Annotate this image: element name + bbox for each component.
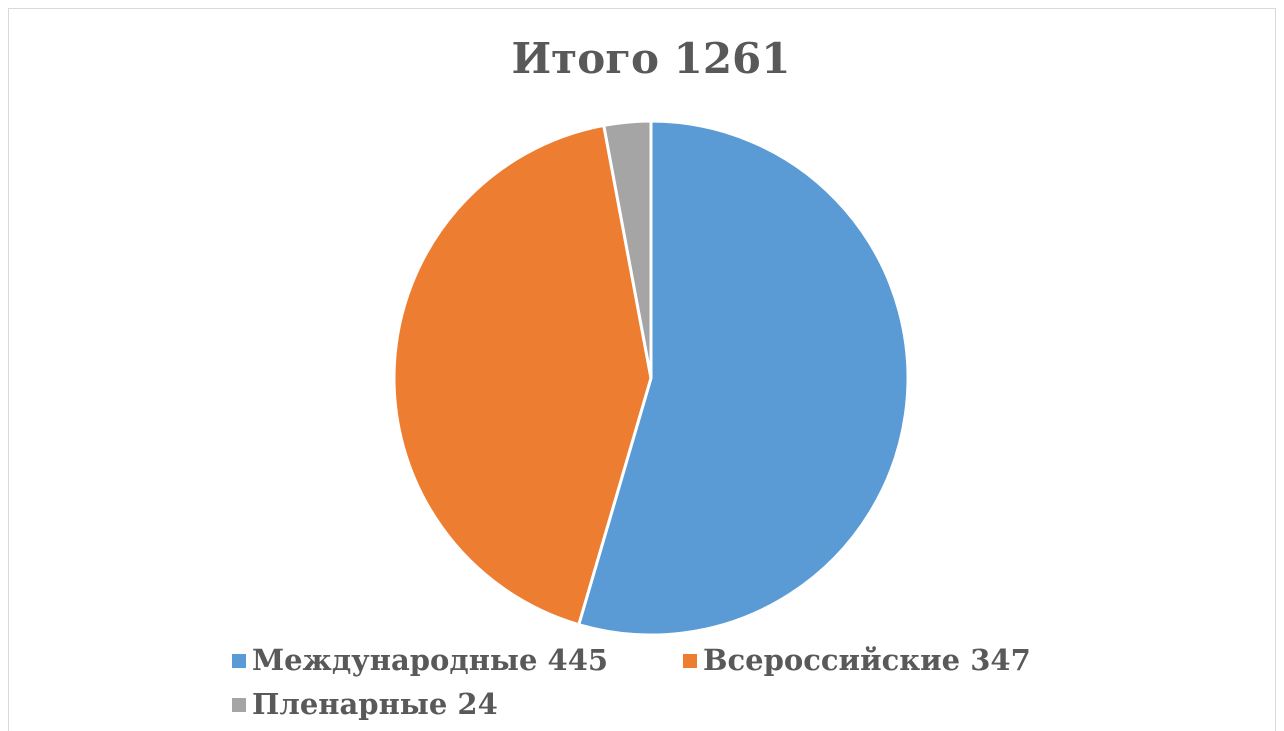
legend-label: Международные 445	[252, 643, 608, 677]
pie-slice	[577, 119, 910, 637]
legend-swatch	[683, 654, 697, 668]
legend-swatch	[232, 698, 246, 712]
chart-title: Итого 1261	[512, 34, 791, 83]
legend-label: Пленарные 24	[252, 687, 498, 721]
pie-slice	[602, 119, 653, 380]
legend-swatch	[232, 654, 246, 668]
legend-label: Всероссийские 347	[703, 643, 1031, 677]
pie-slice	[392, 123, 653, 627]
